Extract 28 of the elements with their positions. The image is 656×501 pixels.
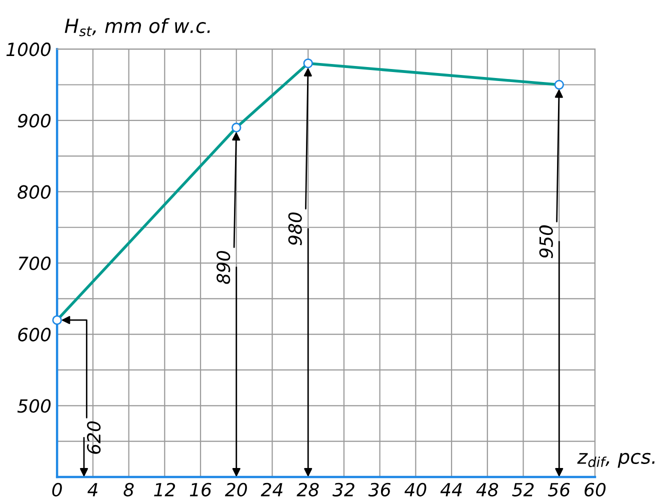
annotation: 980	[288, 212, 302, 246]
x-tick-label: 48	[476, 482, 498, 496]
annotation: 890	[216, 250, 230, 284]
annotation: 620	[86, 421, 101, 454]
x-tick-label: 16	[190, 482, 212, 496]
x-tick-label: 52	[512, 482, 534, 496]
y-tick-label: 800	[18, 185, 51, 199]
x-tick-label: 28	[296, 482, 319, 496]
annotation: 950	[539, 225, 553, 258]
x-tick-label: 44	[440, 483, 462, 496]
x-tick-label: 24	[260, 482, 282, 496]
x-tick-label: 4	[88, 483, 98, 496]
x-tick-label: 36	[368, 482, 391, 496]
x-tick-label: 56	[548, 482, 570, 496]
x-tick-label: 12	[154, 482, 176, 496]
y-tick-label: 900	[18, 114, 51, 128]
x-tick-label: 32	[332, 482, 354, 496]
x-axis-title: z$_{dif}$, pcs.	[577, 452, 655, 468]
x-tick-label: 20	[224, 482, 247, 496]
y-tick-label: 700	[18, 256, 51, 270]
x-tick-label: 8	[124, 482, 134, 496]
y-tick-label: 1000	[6, 42, 51, 56]
y-tick-label: 500	[17, 399, 51, 413]
y-tick-label: 600	[18, 328, 51, 342]
x-tick-label: 60	[584, 482, 606, 496]
x-tick-label: 0	[52, 482, 62, 496]
x-tick-label: 40	[404, 482, 426, 496]
y-axis-title: H$_{st}$, mm of w.c.	[64, 18, 210, 36]
